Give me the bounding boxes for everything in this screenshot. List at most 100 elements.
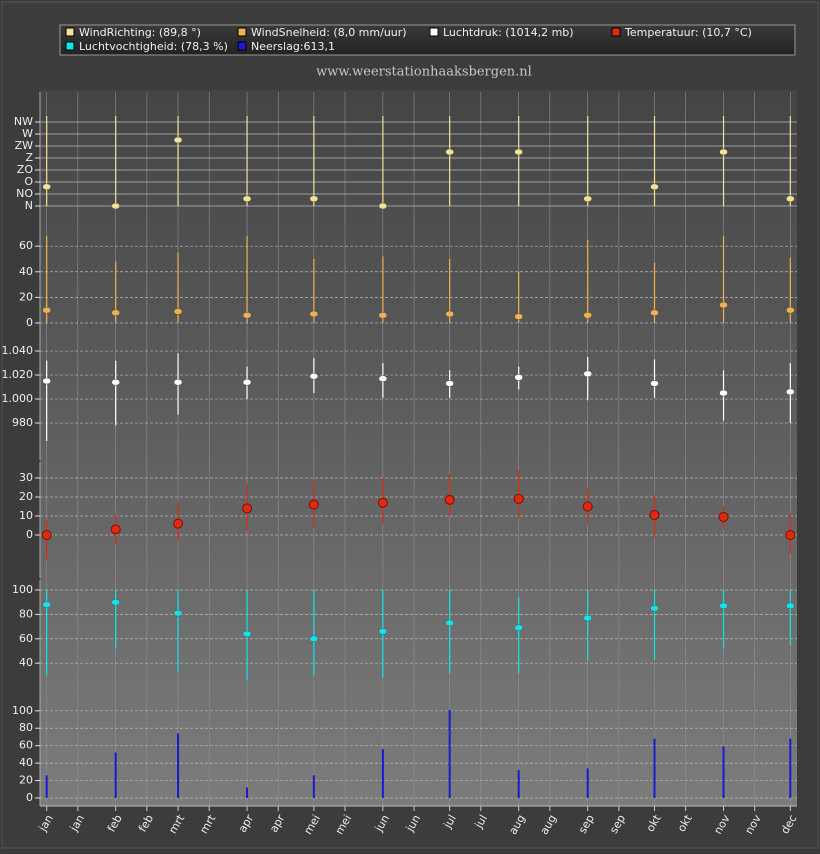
y-tick-label: 80 xyxy=(19,607,33,620)
bar xyxy=(177,733,180,798)
point xyxy=(111,378,120,386)
point xyxy=(173,378,183,386)
y-tick-label: 60 xyxy=(19,239,33,252)
point xyxy=(514,313,523,320)
point xyxy=(445,380,454,387)
legend xyxy=(59,24,796,56)
point xyxy=(650,309,659,316)
y-tick-label: 100 xyxy=(12,583,33,596)
y-tick-label: O xyxy=(24,175,33,188)
bar xyxy=(722,746,725,798)
point xyxy=(378,312,388,319)
point xyxy=(514,374,523,381)
point xyxy=(650,380,659,387)
point xyxy=(242,503,253,514)
point xyxy=(786,306,795,314)
point xyxy=(719,389,728,397)
y-tick-label: ZW xyxy=(15,139,34,152)
point xyxy=(42,183,51,191)
y-tick-label: NW xyxy=(14,115,33,128)
legend-label: Neerslag:613,1 xyxy=(251,40,335,53)
point xyxy=(111,202,120,210)
y-tick-label: 80 xyxy=(19,721,33,734)
point xyxy=(309,310,319,318)
point xyxy=(242,195,252,203)
point xyxy=(173,136,183,144)
x-tick-label: jul xyxy=(441,813,459,832)
y-tick-label: NO xyxy=(16,187,33,200)
y-tick-label: 0 xyxy=(26,316,33,329)
point xyxy=(309,195,319,203)
point xyxy=(514,624,523,632)
y-tick-label: N xyxy=(25,199,33,212)
bar xyxy=(653,738,656,798)
y-tick-label: 0 xyxy=(26,791,33,804)
point xyxy=(650,605,659,612)
y-tick-label: 20 xyxy=(19,290,33,303)
y-tick-label: 40 xyxy=(19,656,33,669)
point xyxy=(514,148,523,156)
point xyxy=(110,524,121,535)
point xyxy=(785,530,796,541)
y-tick-label: Z xyxy=(25,151,33,164)
bar xyxy=(114,752,117,798)
bar xyxy=(789,738,792,798)
point xyxy=(718,511,729,522)
point xyxy=(719,301,728,309)
point xyxy=(378,375,388,382)
point xyxy=(445,310,454,318)
point xyxy=(719,602,728,610)
legend-swatch xyxy=(237,27,247,37)
y-tick-label: 20 xyxy=(19,774,33,787)
point xyxy=(583,312,592,319)
point xyxy=(242,312,252,319)
point xyxy=(649,510,660,521)
bar xyxy=(45,775,48,798)
point xyxy=(378,628,388,635)
point xyxy=(173,308,183,315)
point xyxy=(309,372,319,380)
point xyxy=(786,602,795,610)
y-tick-label: 30 xyxy=(19,471,33,484)
y-tick-label: 60 xyxy=(19,739,33,752)
legend-swatch xyxy=(65,27,75,37)
y-tick-label: 1.040 xyxy=(2,344,34,357)
legend-label: WindRichting: (89,8 °) xyxy=(79,26,201,39)
point xyxy=(378,202,388,210)
x-tick-label: jul xyxy=(472,813,490,832)
point xyxy=(242,378,252,386)
y-tick-label: 1.020 xyxy=(2,368,34,381)
point xyxy=(42,377,51,385)
y-tick-label: 100 xyxy=(12,704,33,717)
point xyxy=(41,530,52,541)
y-tick-label: W xyxy=(22,127,33,140)
bar xyxy=(586,768,589,798)
y-tick-label: 0 xyxy=(26,528,33,541)
y-tick-label: 40 xyxy=(19,756,33,769)
y-tick-label: 10 xyxy=(19,509,33,522)
point xyxy=(583,614,592,622)
subtitle: www.weerstationhaaksbergen.nl xyxy=(316,65,532,80)
point xyxy=(308,499,319,510)
point xyxy=(42,601,51,608)
bar xyxy=(448,709,451,798)
legend-label: Temperatuur: (10,7 °C) xyxy=(624,26,752,39)
y-tick-label: ZO xyxy=(17,163,34,176)
y-tick-label: 20 xyxy=(19,490,33,503)
point xyxy=(377,497,388,508)
plot-area xyxy=(40,90,797,806)
y-tick-label: 40 xyxy=(19,265,33,278)
point xyxy=(786,195,795,203)
bar xyxy=(517,770,520,798)
y-tick-label: 60 xyxy=(19,632,33,645)
point xyxy=(786,388,795,396)
bar xyxy=(312,775,315,798)
legend-swatch xyxy=(237,41,247,51)
point xyxy=(583,195,592,203)
point xyxy=(650,183,659,191)
point xyxy=(583,370,592,378)
point xyxy=(42,306,51,314)
legend-swatch xyxy=(611,27,621,37)
point xyxy=(513,493,524,504)
